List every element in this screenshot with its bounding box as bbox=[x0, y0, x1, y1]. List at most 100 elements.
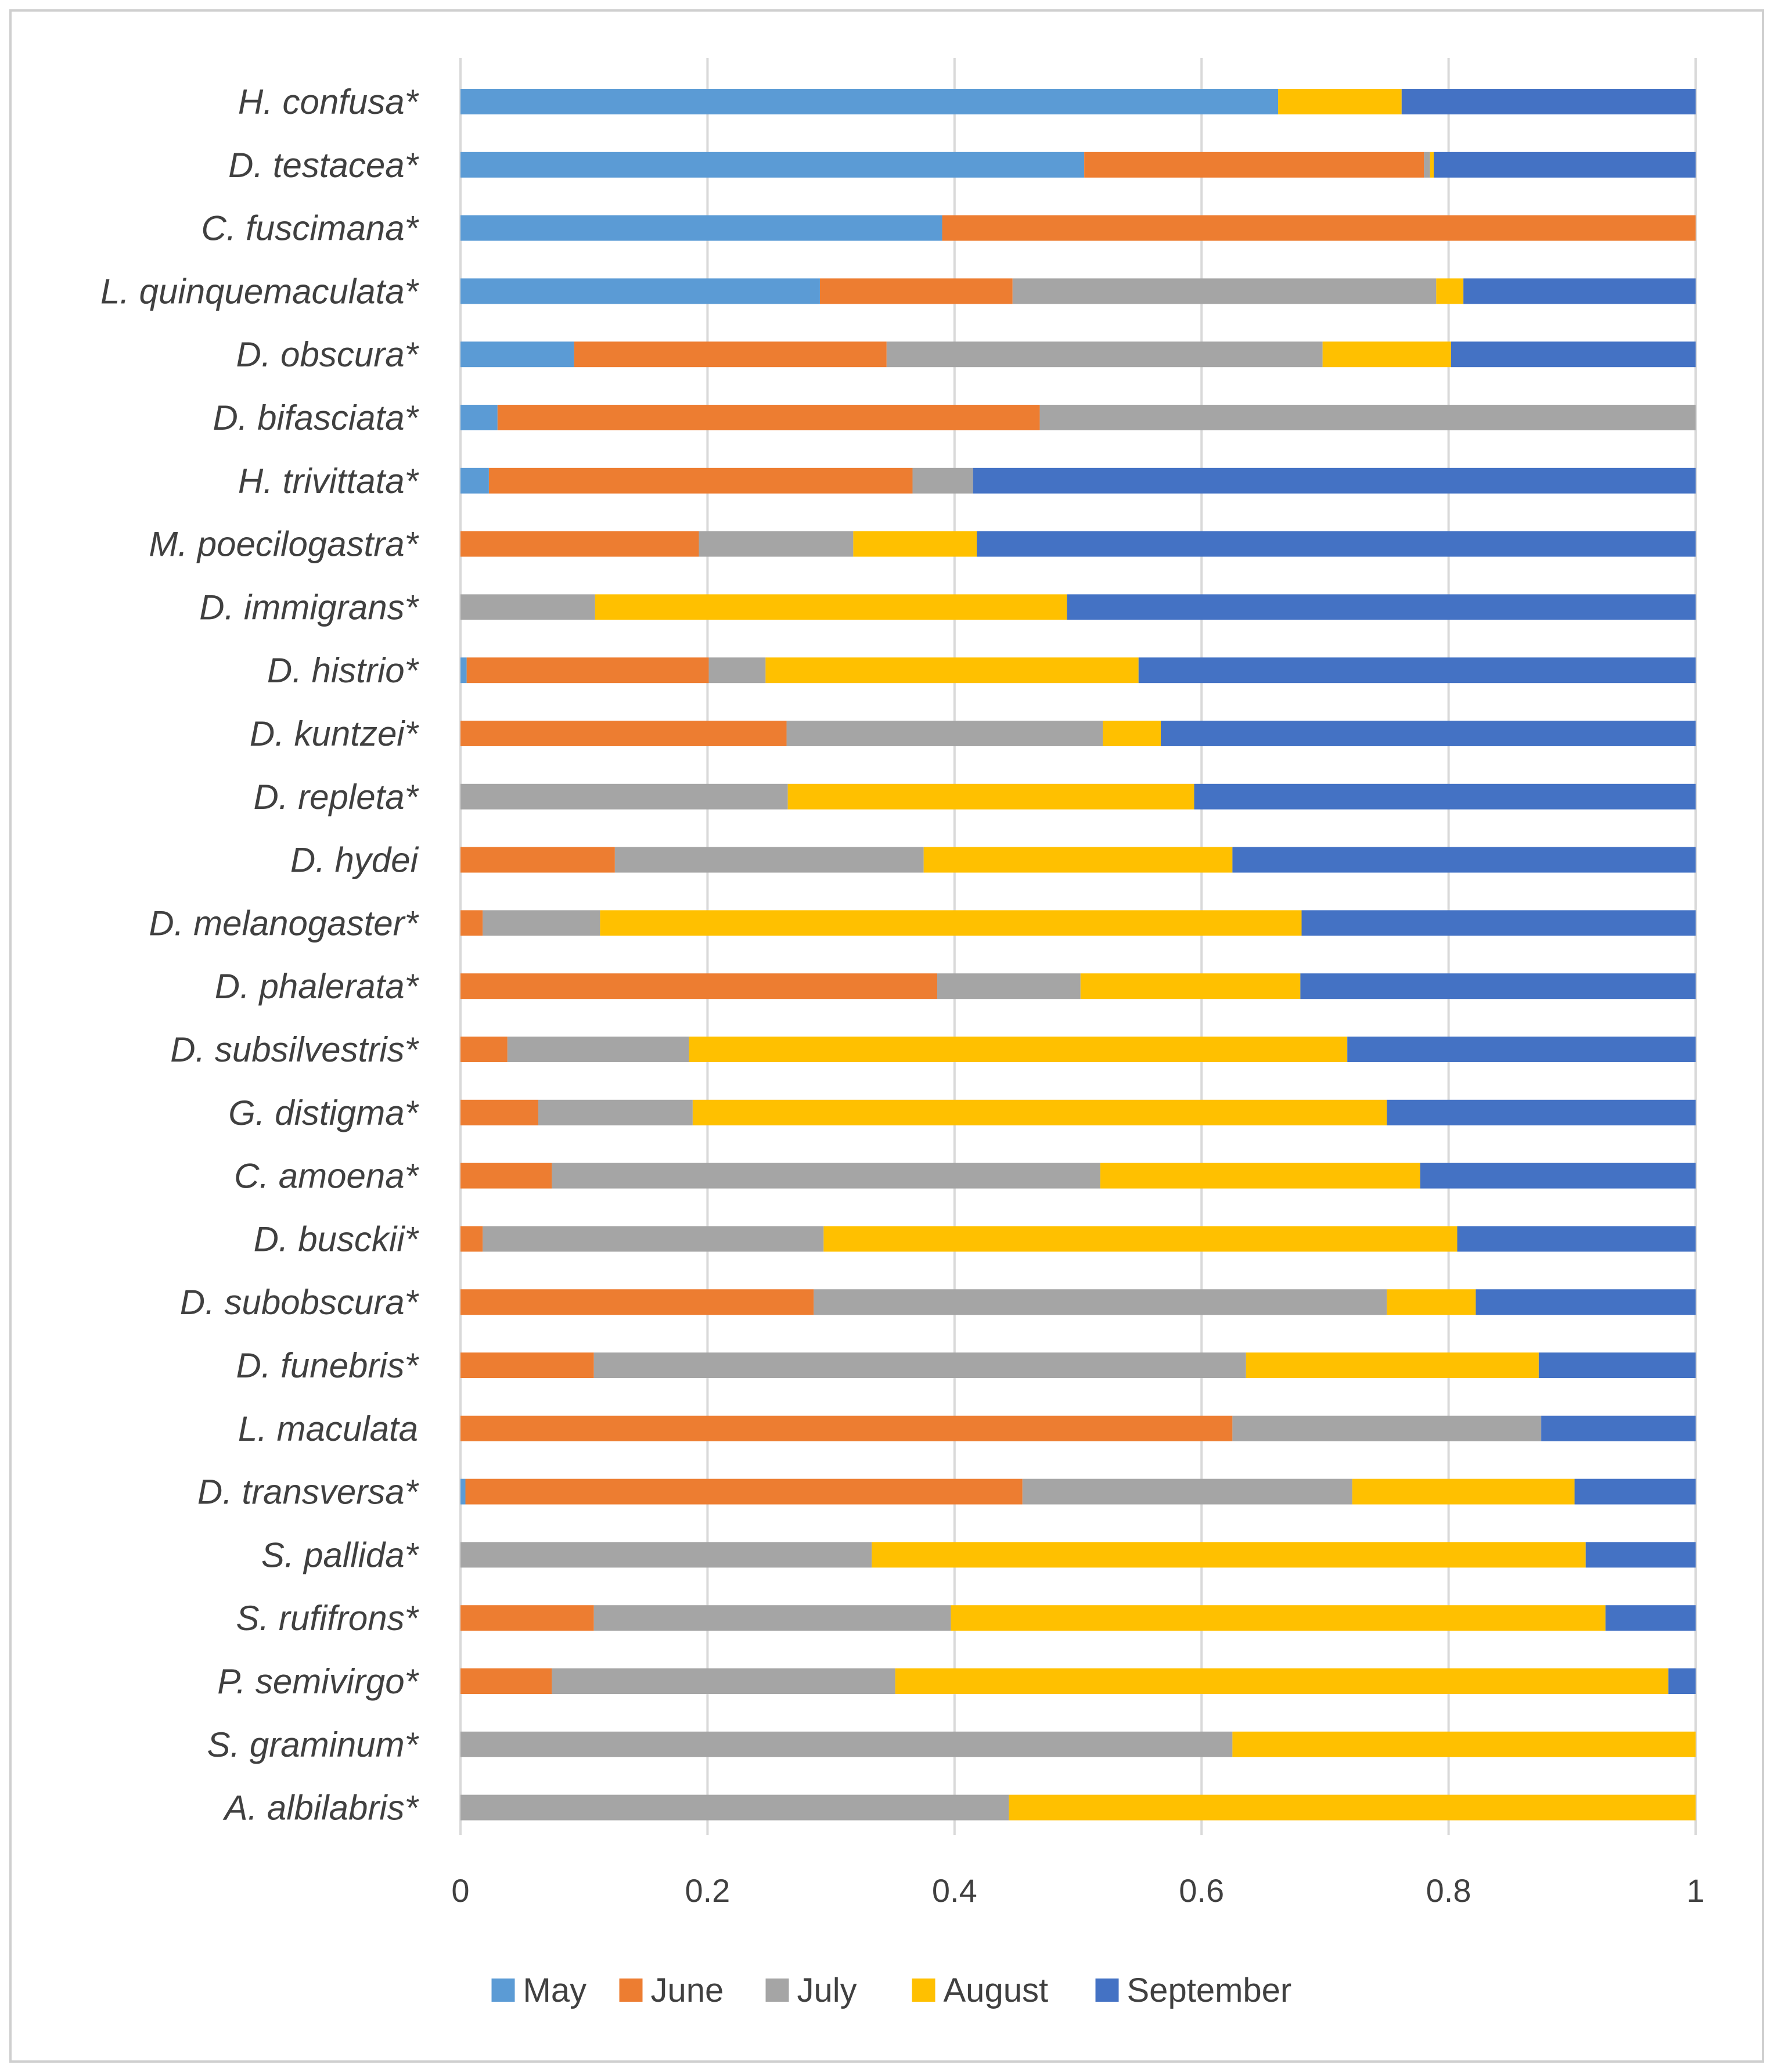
bar-segment-september bbox=[1463, 278, 1696, 304]
bar-segment-july bbox=[1039, 405, 1696, 430]
bar-segment-july bbox=[614, 847, 924, 873]
bar-row bbox=[460, 1226, 1696, 1252]
bar-segment-september bbox=[1067, 594, 1696, 620]
bar-segment-july bbox=[483, 1226, 824, 1252]
category-label: C. amoena* bbox=[234, 1157, 419, 1196]
bar-segment-august bbox=[1430, 152, 1434, 178]
category-label: S. pallida* bbox=[261, 1535, 419, 1574]
bar-segment-september bbox=[1138, 657, 1696, 684]
bar-segment-august bbox=[853, 531, 977, 557]
bar-segment-august bbox=[1080, 973, 1301, 999]
bar-row bbox=[460, 1415, 1696, 1441]
x-tick-label: 0.6 bbox=[1179, 1872, 1224, 1909]
legend-swatch bbox=[1095, 1979, 1119, 2002]
bar-segment-july bbox=[912, 467, 973, 494]
bar-segment-september bbox=[1457, 1226, 1696, 1252]
category-label: D. subsilvestris* bbox=[170, 1030, 419, 1069]
category-label: M. poecilogastra* bbox=[149, 525, 419, 564]
bar-segment-june bbox=[574, 341, 887, 368]
legend-label: July bbox=[797, 1972, 857, 2009]
category-label: S. rufifrons* bbox=[236, 1599, 419, 1638]
bar-segment-august bbox=[787, 783, 1194, 810]
bar-segment-july bbox=[699, 531, 854, 557]
bar-segment-june bbox=[497, 405, 1040, 430]
bar-row bbox=[460, 1099, 1696, 1125]
bar-segment-september bbox=[1451, 341, 1696, 368]
bar-segment-august bbox=[895, 1668, 1669, 1694]
bar-segment-june bbox=[460, 1668, 552, 1694]
bar-segment-june bbox=[460, 1352, 594, 1378]
bar-segment-july bbox=[786, 721, 1103, 746]
bar-row bbox=[460, 152, 1696, 178]
bar-row bbox=[460, 657, 1696, 684]
bar-segment-may bbox=[460, 657, 467, 684]
category-label: S. graminum* bbox=[207, 1725, 419, 1764]
legend-label: June bbox=[651, 1972, 724, 2009]
bar-segment-june bbox=[460, 910, 483, 936]
category-label: H. confusa* bbox=[238, 82, 419, 121]
bar-segment-august bbox=[1100, 1163, 1420, 1189]
bar-row bbox=[460, 1352, 1696, 1378]
bar-segment-august bbox=[689, 1037, 1348, 1062]
bar-segment-july bbox=[886, 341, 1323, 368]
bar-segment-july bbox=[1232, 1415, 1542, 1441]
category-label: D. immigrans* bbox=[199, 588, 419, 627]
bar-segment-july bbox=[1022, 1479, 1352, 1505]
bar-segment-july bbox=[460, 594, 595, 620]
bar-segment-july bbox=[538, 1099, 693, 1125]
bar-segment-may bbox=[460, 215, 942, 241]
bar-segment-september bbox=[1420, 1163, 1696, 1189]
bar-segment-july bbox=[460, 783, 788, 810]
legend-swatch bbox=[491, 1979, 515, 2002]
bar-segment-september bbox=[1434, 152, 1696, 178]
bar-segment-july bbox=[593, 1605, 951, 1631]
bar-segment-august bbox=[1246, 1352, 1539, 1378]
legend-label: May bbox=[523, 1972, 587, 2009]
bar-segment-september bbox=[1194, 783, 1696, 810]
bar-segment-september bbox=[1301, 910, 1696, 936]
bar-row bbox=[460, 89, 1696, 114]
legend-swatch bbox=[765, 1979, 789, 2002]
category-label: D. hydei bbox=[290, 841, 419, 880]
category-label: G. distigma* bbox=[228, 1093, 419, 1132]
bar-row bbox=[460, 1668, 1696, 1694]
bar-row bbox=[460, 405, 1696, 430]
category-label: D. obscura* bbox=[236, 335, 419, 374]
category-label: D. melanogaster* bbox=[149, 904, 419, 943]
bar-segment-august bbox=[823, 1226, 1458, 1252]
legend-swatch bbox=[912, 1979, 935, 2002]
bar-row bbox=[460, 910, 1696, 936]
bar-segment-september bbox=[1541, 1415, 1696, 1441]
category-label: L. quinquemaculata* bbox=[100, 272, 419, 311]
x-tick-label: 0 bbox=[451, 1872, 469, 1909]
bar-segment-september bbox=[1347, 1037, 1696, 1062]
category-label: D. repleta* bbox=[254, 778, 419, 816]
legend-item-july: July bbox=[765, 1972, 857, 2009]
legend-label: September bbox=[1127, 1972, 1292, 2009]
category-label: P. semivirgo* bbox=[217, 1662, 419, 1701]
bars bbox=[460, 89, 1696, 1821]
bar-row bbox=[460, 1731, 1696, 1757]
x-tick-label: 0.8 bbox=[1426, 1872, 1471, 1909]
bar-segment-july bbox=[1012, 278, 1437, 304]
bar-segment-august bbox=[600, 910, 1302, 936]
bar-segment-august bbox=[923, 847, 1233, 873]
bar-segment-august bbox=[765, 657, 1139, 684]
bar-segment-september bbox=[1605, 1605, 1696, 1631]
bar-segment-august bbox=[1436, 278, 1464, 304]
bar-segment-august bbox=[872, 1542, 1586, 1568]
bar-row bbox=[460, 278, 1696, 304]
bar-segment-june bbox=[460, 1226, 483, 1252]
bar-row bbox=[460, 467, 1696, 494]
bar-segment-august bbox=[1278, 89, 1402, 114]
bar-segment-july bbox=[460, 1731, 1233, 1757]
bar-segment-may bbox=[460, 152, 1085, 178]
category-label: C. fuscimana* bbox=[201, 209, 419, 248]
category-label: D. histrio* bbox=[267, 651, 419, 690]
bar-row bbox=[460, 341, 1696, 368]
legend-item-may: May bbox=[491, 1972, 587, 2009]
bar-segment-june bbox=[460, 1163, 552, 1189]
bar-segment-may bbox=[460, 341, 574, 368]
bar-segment-may bbox=[460, 278, 820, 304]
bar-segment-june bbox=[460, 847, 615, 873]
